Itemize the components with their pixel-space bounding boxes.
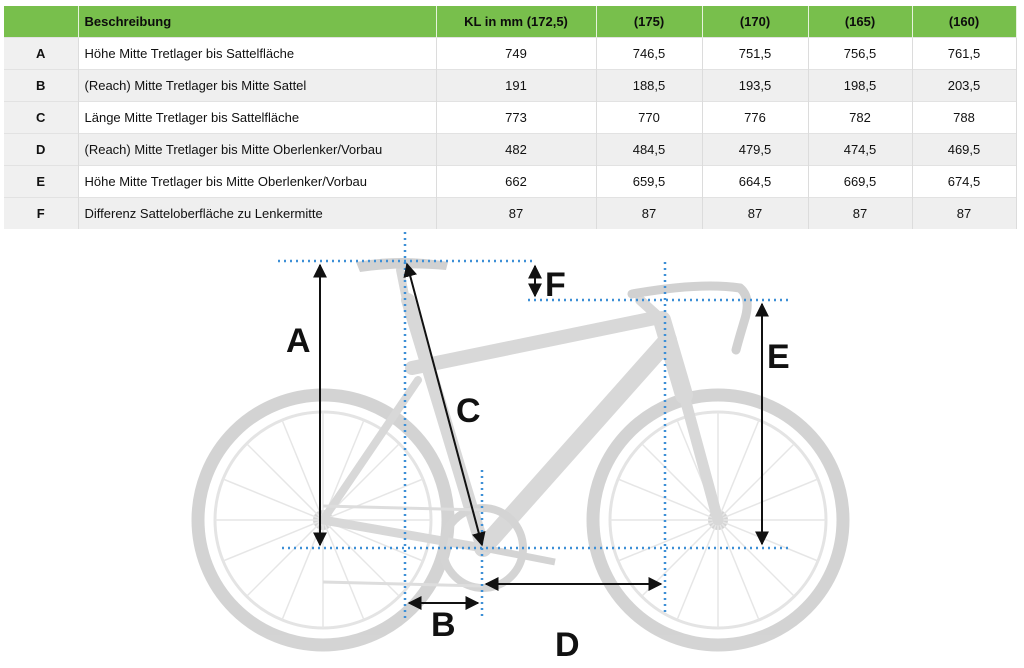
row-value: 773 [436,101,597,134]
row-value: 203,5 [912,69,1017,102]
dimension-a-label: A [286,322,311,360]
row-value: 87 [912,197,1017,229]
table-row: A Höhe Mitte Tretlager bis Sattelfläche … [4,37,1017,70]
geometry-table: Beschreibung KL in mm (172,5) (175) (170… [4,6,1017,229]
dimension-f-label: F [545,266,566,304]
row-value: 770 [596,101,703,134]
row-value: 664,5 [702,165,809,198]
row-value: 188,5 [596,69,703,102]
row-key: A [4,37,79,70]
dimension-c-label: C [456,392,481,430]
row-value: 193,5 [702,69,809,102]
front-wheel [586,388,850,652]
dimension-e-label: E [767,338,790,376]
table-row: E Höhe Mitte Tretlager bis Mitte Oberlen… [4,165,1017,198]
row-value: 469,5 [912,133,1017,166]
row-value: 782 [808,101,913,134]
row-value: 198,5 [808,69,913,102]
header-cell-size-165: (165) [808,6,913,38]
row-description: Höhe Mitte Tretlager bis Sattelfläche [78,37,437,70]
header-cell-size-160: (160) [912,6,1017,38]
table-row: B (Reach) Mitte Tretlager bis Mitte Satt… [4,69,1017,102]
header-cell-description: Beschreibung [78,6,437,38]
row-value: 479,5 [702,133,809,166]
row-value: 751,5 [702,37,809,70]
row-value: 788 [912,101,1017,134]
row-value: 669,5 [808,165,913,198]
header-cell-size-175: (175) [596,6,703,38]
row-value: 674,5 [912,165,1017,198]
table-row: C Länge Mitte Tretlager bis Sattelfläche… [4,101,1017,134]
bicycle-illustration [191,258,850,652]
row-value: 484,5 [596,133,703,166]
header-cell-key [4,6,79,38]
row-key: E [4,165,79,198]
header-cell-size-170: (170) [702,6,809,38]
table-header-row: Beschreibung KL in mm (172,5) (175) (170… [4,6,1017,38]
row-value: 662 [436,165,597,198]
row-value: 191 [436,69,597,102]
row-value: 749 [436,37,597,70]
row-description: Länge Mitte Tretlager bis Sattelfläche [78,101,437,134]
row-key: D [4,133,79,166]
row-key: F [4,197,79,229]
dimension-c-arrow [403,262,486,547]
row-value: 761,5 [912,37,1017,70]
dimension-d-label: D [555,626,580,664]
row-key: C [4,101,79,134]
handlebar [627,281,752,355]
row-value: 474,5 [808,133,913,166]
row-value: 87 [702,197,809,229]
table-row: F Differenz Satteloberfläche zu Lenkermi… [4,197,1017,229]
dimension-b-label: B [431,606,456,644]
row-value: 659,5 [596,165,703,198]
dimension-arrows [313,262,769,610]
row-value: 482 [436,133,597,166]
row-description: Höhe Mitte Tretlager bis Mitte Oberlenke… [78,165,437,198]
row-key: B [4,69,79,102]
row-description: Differenz Satteloberfläche zu Lenkermitt… [78,197,437,229]
header-cell-size-172-5: KL in mm (172,5) [436,6,597,38]
row-value: 756,5 [808,37,913,70]
row-description: (Reach) Mitte Tretlager bis Mitte Sattel [78,69,437,102]
row-value: 87 [596,197,703,229]
row-value: 746,5 [596,37,703,70]
table-row: D (Reach) Mitte Tretlager bis Mitte Ober… [4,133,1017,166]
row-description: (Reach) Mitte Tretlager bis Mitte Oberle… [78,133,437,166]
row-value: 87 [808,197,913,229]
row-value: 776 [702,101,809,134]
row-value: 87 [436,197,597,229]
